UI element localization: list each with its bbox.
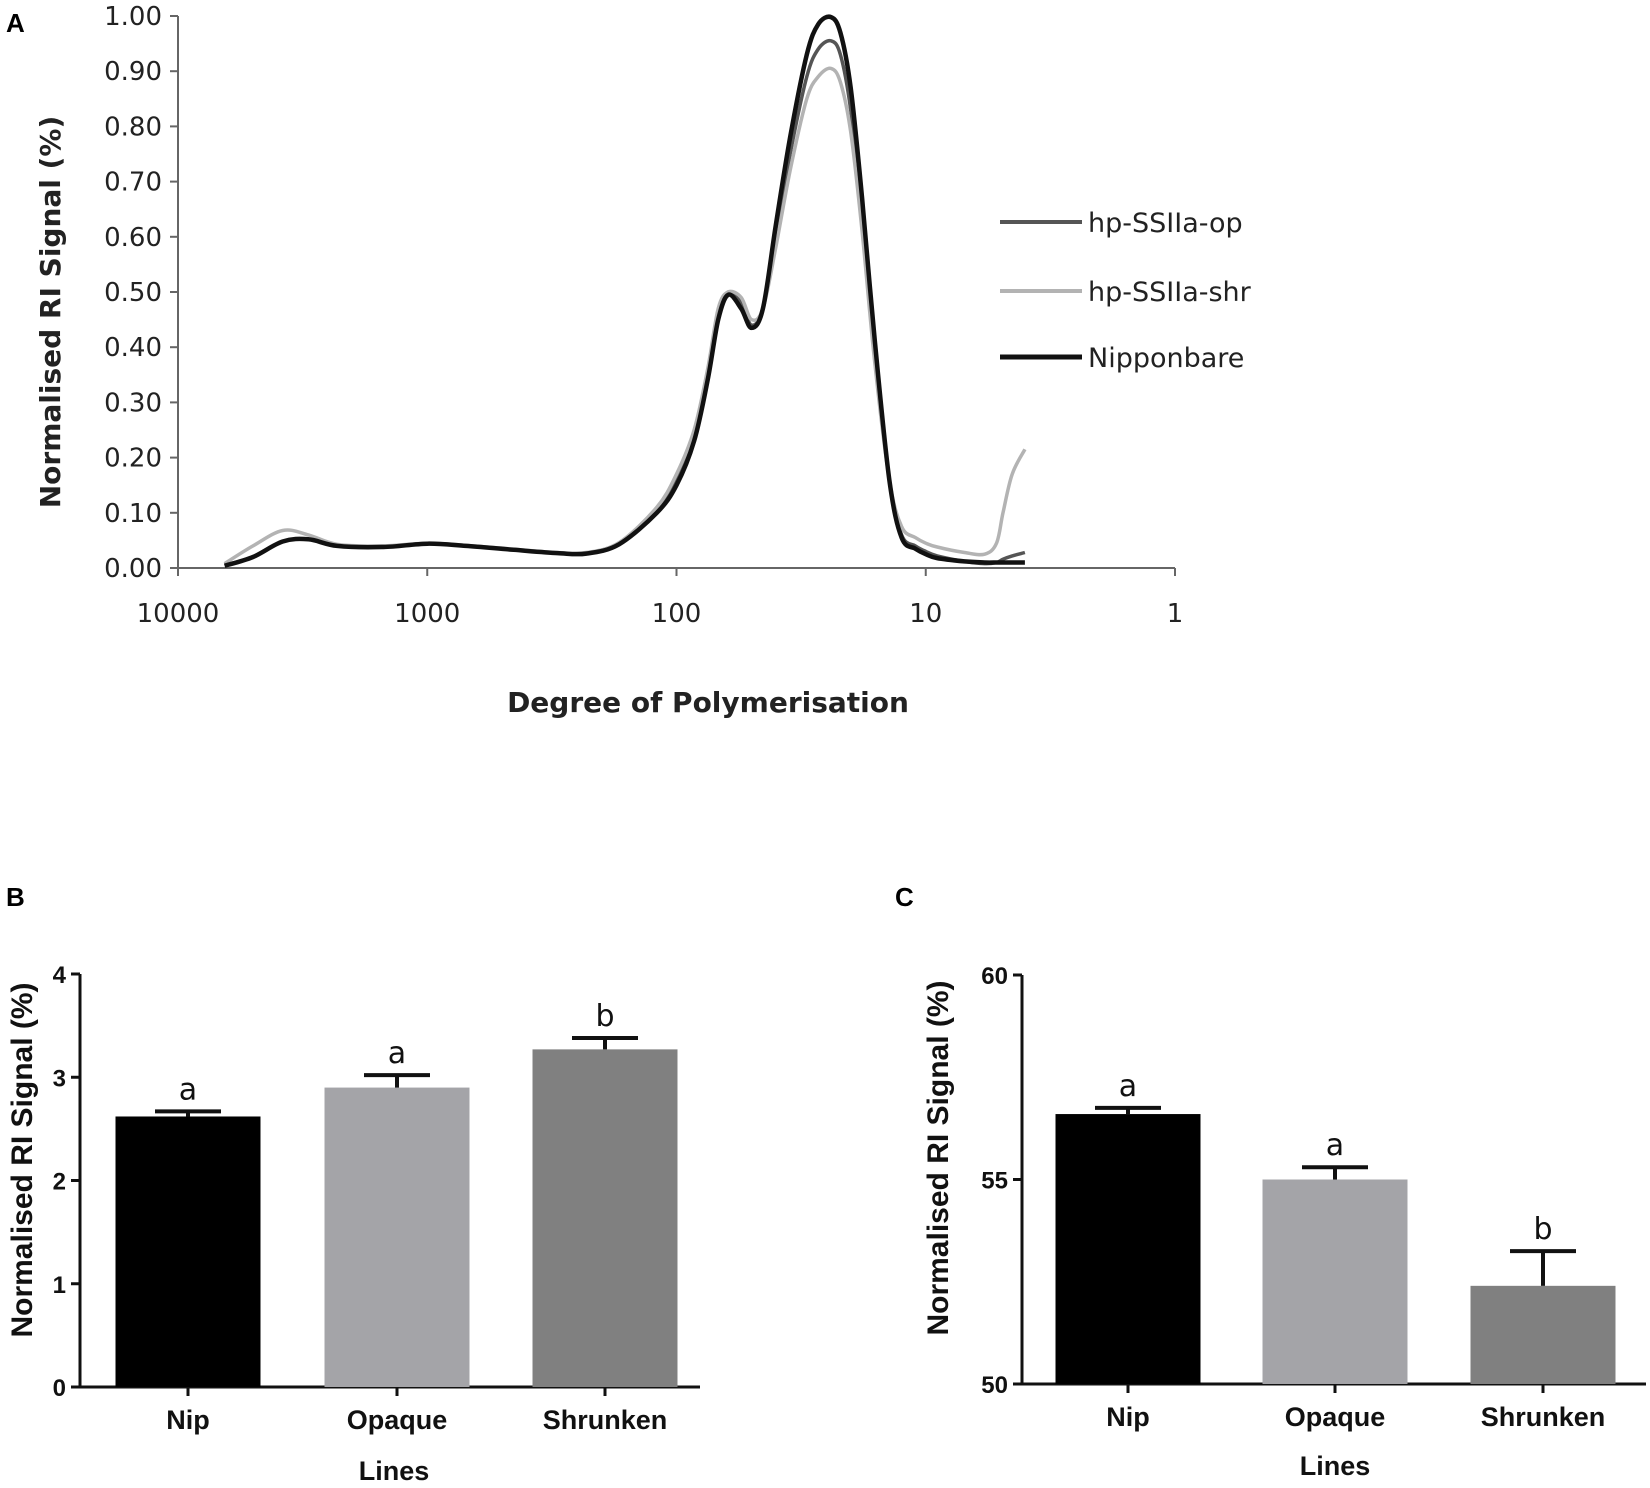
chart-c-xlabel: Lines xyxy=(1300,1451,1371,1481)
chart-a-legend-label: hp-SSIIa-shr xyxy=(1088,277,1252,308)
chart-c-bar-shrunken xyxy=(1470,1285,1616,1384)
chart-a-legend-label: Nipponbare xyxy=(1088,343,1244,374)
chart-b-bar-shrunken xyxy=(532,1049,678,1387)
chart-b-significance-label: b xyxy=(595,999,614,1034)
chart-a-line-nipponbare xyxy=(223,14,1025,568)
chart-b-ylabel: Normalised RI Signal (%) xyxy=(6,982,39,1337)
chart-a-ytick-label: 0.20 xyxy=(104,444,162,474)
chart-c-category-label: Opaque xyxy=(1285,1402,1386,1432)
chart-c-significance-label: a xyxy=(1119,1069,1137,1104)
chart-a-ytick-label: 0.60 xyxy=(104,223,162,253)
chart-b-bar-opaque xyxy=(324,1087,470,1387)
chart-c: 50 55 60 a Nip a Opaque b Shrunken Normalised RI… xyxy=(922,963,1646,1481)
chart-c-significance-label: b xyxy=(1533,1212,1552,1247)
chart-a-ylabel: Normalised RI Signal (%) xyxy=(34,116,67,509)
chart-b-significance-label: a xyxy=(388,1036,406,1071)
chart-b-ytick-label: 4 xyxy=(53,962,67,989)
chart-b-category-label: Nip xyxy=(166,1405,210,1435)
chart-c-ytick-label: 50 xyxy=(981,1372,1008,1399)
chart-b-xlabel: Lines xyxy=(359,1456,430,1486)
chart-a-ytick-label: 1.00 xyxy=(104,2,162,32)
chart-a-legend: hp-SSIIa-op hp-SSIIa-shr Nipponbare xyxy=(1000,208,1252,374)
chart-a-ytick-label: 0.70 xyxy=(104,168,162,198)
chart-a-series xyxy=(223,14,1027,568)
chart-a-line-hp-ssiia-shr xyxy=(223,66,1027,566)
chart-b-bar-nip xyxy=(115,1116,261,1387)
chart-b: 0 1 2 3 4 a Nip a Opaque b Shrunken Normalised RI … xyxy=(6,962,700,1486)
chart-a-ytick-label: 0.50 xyxy=(104,278,162,308)
chart-b-ytick-label: 3 xyxy=(53,1065,66,1092)
chart-b-category-label: Opaque xyxy=(347,1405,448,1435)
chart-a-legend-label: hp-SSIIa-op xyxy=(1088,208,1243,239)
chart-a-xtick-label: 100 xyxy=(652,599,702,629)
chart-c-significance-label: a xyxy=(1326,1128,1344,1163)
chart-a-ticks: 0.00 0.10 0.20 0.30 0.40 0.50 0.60 0.70 0.80 0.90… xyxy=(104,2,1183,629)
chart-a-xtick-label: 10000 xyxy=(137,599,220,629)
panel-label-b: B xyxy=(6,882,25,912)
chart-c-bar-nip xyxy=(1055,1114,1201,1384)
chart-a-line-hp-ssiia-op xyxy=(224,38,1026,567)
chart-b-ytick-label: 2 xyxy=(53,1169,66,1196)
panel-label-c: C xyxy=(895,882,914,912)
chart-a-ytick-label: 0.10 xyxy=(104,499,162,529)
chart-a-xtick-label: 1 xyxy=(1167,599,1184,629)
chart-a-ytick-label: 0.40 xyxy=(104,333,162,363)
chart-a-xtick-label: 10 xyxy=(909,599,942,629)
chart-c-category-label: Shrunken xyxy=(1481,1402,1606,1432)
chart-a-ytick-label: 0.30 xyxy=(104,388,162,418)
chart-a-xlabel: Degree of Polymerisation xyxy=(507,686,909,719)
chart-a-ytick-label: 0.80 xyxy=(104,112,162,142)
chart-a-ytick-label: 0.00 xyxy=(104,554,162,584)
chart-c-ytick-label: 55 xyxy=(981,1168,1008,1195)
chart-a-ytick-label: 0.90 xyxy=(104,57,162,87)
chart-a-xtick-label: 1000 xyxy=(394,599,460,629)
chart-b-ytick-label: 0 xyxy=(53,1375,66,1402)
chart-c-ylabel: Normalised RI Signal (%) xyxy=(922,980,955,1335)
chart-c-ytick-label: 60 xyxy=(981,963,1008,990)
chart-c-category-label: Nip xyxy=(1106,1402,1150,1432)
chart-b-category-label: Shrunken xyxy=(543,1405,668,1435)
chart-a: 0.00 0.10 0.20 0.30 0.40 0.50 0.60 0.70 0.80 0.90… xyxy=(34,2,1252,719)
chart-b-plot: 0 1 2 3 4 a Nip a Opaque b Shrunken xyxy=(53,962,700,1435)
panel-label-a: A xyxy=(6,8,25,38)
chart-c-plot: 50 55 60 a Nip a Opaque b Shrunken xyxy=(981,963,1646,1432)
chart-b-ytick-label: 1 xyxy=(53,1272,66,1299)
chart-c-bar-opaque xyxy=(1262,1179,1408,1384)
chart-b-significance-label: a xyxy=(179,1072,197,1107)
